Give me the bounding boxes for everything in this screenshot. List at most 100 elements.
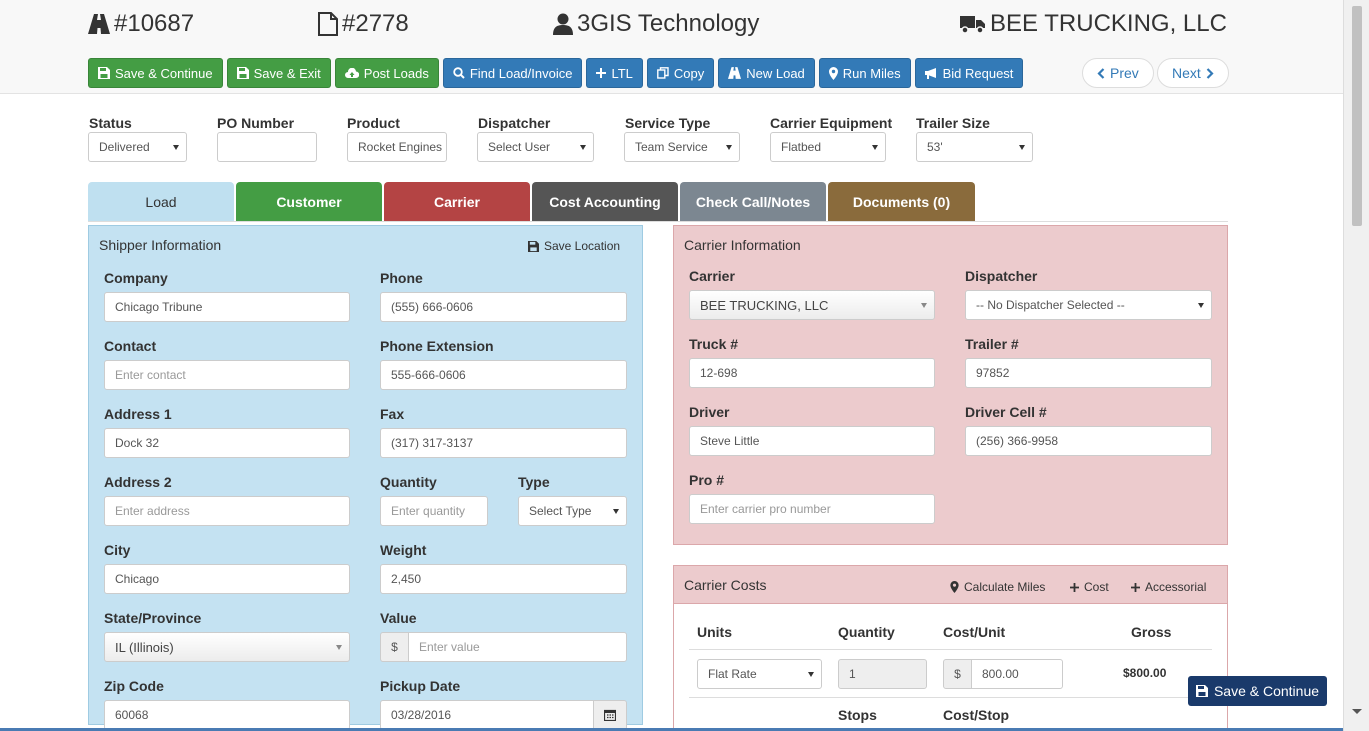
save-continue-button[interactable]: Save & Continue	[88, 58, 223, 88]
trailer-size-select[interactable]: 53'	[916, 132, 1033, 162]
floppy-icon	[236, 67, 249, 79]
driver-label: Driver	[689, 404, 730, 420]
top-header: #10687 #2778 3GIS Technology BEE TRUCKIN…	[0, 0, 1343, 94]
truck-input[interactable]: 12-698	[689, 358, 935, 388]
carrier-info-title: Carrier Information	[684, 237, 801, 253]
phone-extension-input[interactable]: 555-666-0606	[380, 360, 627, 390]
service-type-select[interactable]: Team Service	[624, 132, 740, 162]
floppy-icon	[1195, 685, 1208, 697]
type-select[interactable]: Select Type	[518, 496, 627, 526]
table-divider	[689, 697, 1212, 698]
caret-down-icon	[336, 645, 342, 650]
truck-icon	[960, 16, 985, 34]
post-loads-button[interactable]: Post Loads	[334, 58, 439, 88]
driver-cell-label: Driver Cell #	[965, 404, 1047, 420]
company-input[interactable]: Chicago Tribune	[104, 292, 350, 322]
zip-code-input[interactable]: 60068	[104, 700, 350, 730]
vertical-scrollbar[interactable]	[1343, 0, 1369, 731]
state-label: State/Province	[104, 610, 202, 626]
invoice-number: #2778	[342, 10, 409, 37]
pro-input[interactable]: Enter carrier pro number	[689, 494, 935, 524]
road-icon	[728, 67, 742, 79]
save-location-link[interactable]: Save Location	[528, 239, 620, 253]
dispatcher-select[interactable]: Select User	[477, 132, 594, 162]
quantity-label: Quantity	[380, 474, 437, 490]
next-button[interactable]: Next	[1157, 58, 1229, 88]
weight-label: Weight	[380, 542, 427, 558]
run-miles-button[interactable]: Run Miles	[818, 58, 911, 88]
value-input[interactable]: Enter value	[408, 632, 627, 662]
fax-label: Fax	[380, 406, 405, 422]
load-number-group: #10687	[88, 10, 194, 38]
pickup-date-input[interactable]: 03/28/2016	[380, 700, 594, 730]
prev-button[interactable]: Prev	[1082, 58, 1154, 88]
calculate-miles-link[interactable]: Calculate Miles	[950, 580, 1045, 594]
tab-load[interactable]: Load	[88, 182, 234, 222]
carrier-dispatcher-label: Dispatcher	[965, 268, 1038, 284]
cost-currency-addon: $	[943, 659, 972, 689]
address2-input[interactable]: Enter address	[104, 496, 350, 526]
scrollbar-thumb[interactable]	[1352, 6, 1362, 226]
toolbar: Save & Continue Save & Exit Post Loads F…	[88, 58, 1024, 88]
cost-stop-header: Cost/Stop	[943, 707, 1010, 723]
address1-label: Address 1	[104, 406, 172, 422]
truck-label: Truck #	[689, 336, 739, 352]
driver-cell-input[interactable]: (256) 366-9958	[965, 426, 1212, 456]
carrier-group: BEE TRUCKING, LLC	[960, 10, 1227, 38]
plus-icon	[1131, 582, 1140, 592]
phone-input[interactable]: (555) 666-0606	[380, 292, 627, 322]
value-label: Value	[380, 610, 417, 626]
cost-quantity-input[interactable]: 1	[838, 659, 927, 689]
fax-input[interactable]: (317) 317-3137	[380, 428, 627, 458]
table-divider	[689, 649, 1212, 650]
quantity-input[interactable]: Enter quantity	[380, 496, 488, 526]
tab-customer[interactable]: Customer	[236, 182, 382, 222]
carrier-dispatcher-select[interactable]: -- No Dispatcher Selected --	[965, 290, 1212, 320]
weight-input[interactable]: 2,450	[380, 564, 627, 594]
caret-down-icon	[173, 145, 179, 150]
bid-request-button[interactable]: Bid Request	[914, 58, 1024, 88]
driver-input[interactable]: Steve Little	[689, 426, 935, 456]
bottom-border	[0, 728, 1343, 731]
pickup-date-label: Pickup Date	[380, 678, 461, 694]
tab-check-call-notes[interactable]: Check Call/Notes	[680, 182, 826, 222]
copy-button[interactable]: Copy	[646, 58, 715, 88]
units-header: Units	[697, 624, 732, 640]
state-select[interactable]: IL (Illinois)	[104, 632, 350, 662]
units-select[interactable]: Flat Rate	[697, 659, 822, 689]
carrier-label: Carrier	[689, 268, 735, 284]
dispatcher-label: Dispatcher	[478, 115, 551, 131]
add-accessorial-link[interactable]: Accessorial	[1131, 580, 1206, 594]
new-load-button[interactable]: New Load	[718, 58, 815, 88]
product-input[interactable]: Rocket Engines	[347, 132, 447, 162]
file-icon	[318, 12, 338, 36]
carrier-equipment-select[interactable]: Flatbed	[770, 132, 886, 162]
save-exit-button[interactable]: Save & Exit	[226, 58, 331, 88]
address1-input[interactable]: Dock 32	[104, 428, 350, 458]
caret-down-icon	[872, 145, 878, 150]
product-label: Product	[347, 115, 400, 131]
trailer-input[interactable]: 97852	[965, 358, 1212, 388]
floating-save-continue-button[interactable]: Save & Continue	[1188, 676, 1327, 706]
tab-divider	[88, 221, 1228, 222]
caret-down-icon	[808, 672, 814, 677]
ltl-button[interactable]: LTL	[586, 58, 643, 88]
tab-cost-accounting[interactable]: Cost Accounting	[532, 182, 678, 222]
calendar-button[interactable]	[593, 700, 627, 730]
cloud-upload-icon	[344, 67, 359, 78]
carrier-costs-title: Carrier Costs	[684, 577, 767, 593]
find-load-button[interactable]: Find Load/Invoice	[442, 58, 583, 88]
invoice-number-group: #2778	[318, 10, 409, 38]
carrier-select[interactable]: BEE TRUCKING, LLC	[689, 290, 935, 320]
po-number-input[interactable]	[217, 132, 317, 162]
contact-input[interactable]: Enter contact	[104, 360, 350, 390]
tab-carrier[interactable]: Carrier	[384, 182, 530, 222]
city-label: City	[104, 542, 131, 558]
add-cost-link[interactable]: Cost	[1070, 580, 1109, 594]
status-select[interactable]: Delivered	[88, 132, 187, 162]
search-icon	[453, 67, 465, 79]
scroll-down-arrow-icon[interactable]	[1352, 709, 1362, 714]
city-input[interactable]: Chicago	[104, 564, 350, 594]
cost-unit-input[interactable]: 800.00	[971, 659, 1063, 689]
tab-documents[interactable]: Documents (0)	[828, 182, 975, 222]
